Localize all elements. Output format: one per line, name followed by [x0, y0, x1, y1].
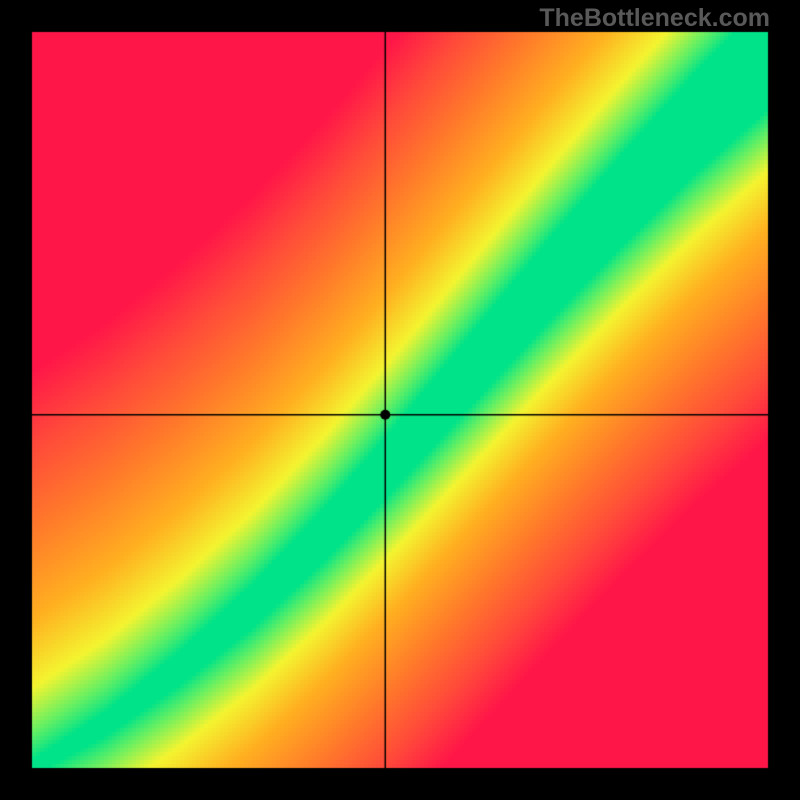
bottleneck-heatmap [0, 0, 800, 800]
watermark-text: TheBottleneck.com [539, 4, 770, 33]
